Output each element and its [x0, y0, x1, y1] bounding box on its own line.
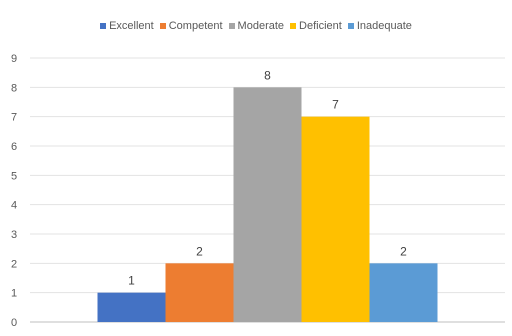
bars: [97, 87, 438, 323]
bar-moderate: [233, 87, 302, 322]
legend-swatch: [228, 23, 235, 30]
data-label-moderate: 8: [264, 68, 271, 82]
bar-competent: [165, 263, 234, 322]
y-tick-label: 2: [11, 258, 17, 270]
legend-label: Competent: [168, 20, 223, 33]
legend-swatch: [347, 23, 354, 30]
legend-item-competent: Competent: [159, 20, 223, 33]
data-label-inadequate: 2: [400, 244, 407, 258]
data-label-excellent: 1: [128, 274, 135, 288]
legend-item-deficient: Deficient: [290, 20, 342, 32]
bar-inadequate: [369, 263, 438, 322]
legend-item-excellent: Excellent: [100, 20, 154, 32]
legend-label: Inadequate: [356, 20, 412, 33]
legend-swatch: [290, 23, 297, 30]
y-tick-label: 9: [11, 53, 17, 65]
legend-label: Moderate: [237, 20, 285, 33]
y-tick-label: 1: [11, 288, 17, 300]
y-tick-label: 3: [11, 229, 17, 241]
y-tick-label: 8: [11, 82, 17, 94]
legend-item-moderate: Moderate: [228, 20, 285, 33]
y-tick-label: 5: [11, 170, 17, 182]
bar-deficient: [301, 116, 370, 323]
y-tick-label: 0: [11, 317, 17, 329]
chart-legend: Excellent Competent Moderate Deficient Inade…: [0, 20, 512, 32]
data-label-competent: 2: [196, 244, 203, 258]
y-tick-label: 7: [11, 112, 17, 124]
legend-label: Deficient: [299, 20, 342, 33]
bar-excellent: [97, 292, 166, 322]
y-axis-ticks: 0 1 2 3 4 5 6 7 8 9: [11, 53, 17, 329]
legend-label: Excellent: [109, 20, 154, 33]
y-tick-label: 6: [11, 141, 17, 153]
y-tick-label: 4: [11, 200, 17, 212]
legend-swatch: [100, 23, 107, 30]
legend-swatch: [159, 23, 166, 30]
data-labels: 1 2 8 7 2: [128, 68, 407, 287]
data-label-deficient: 7: [332, 98, 339, 112]
legend-item-inadequate: Inadequate: [347, 20, 412, 33]
